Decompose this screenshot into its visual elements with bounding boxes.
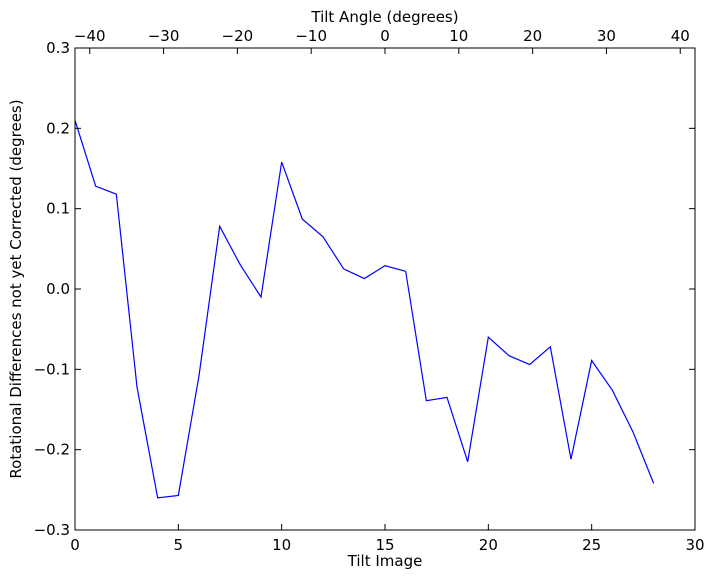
x-tick-label: 20	[479, 536, 498, 554]
y-tick-label: 0.0	[46, 280, 70, 298]
y-axis-label: Rotational Differences not yet Corrected…	[7, 99, 25, 478]
y-tick-label: −0.2	[34, 441, 70, 459]
y-tick-label: 0.2	[46, 119, 70, 137]
top-x-tick-label: 40	[671, 27, 690, 45]
top-x-tick-label: −40	[74, 27, 106, 45]
y-tick-label: 0.1	[46, 200, 70, 218]
top-x-tick-label: −30	[148, 27, 180, 45]
x-tick-label: 0	[70, 536, 80, 554]
series-line	[74, 120, 655, 499]
top-x-tick-label: −10	[295, 27, 327, 45]
tick-labels-layer: 0 5 10 15 20 25 30 −40 −30 −20 −10 0 10 20 30 40 −0.3 −0.…	[34, 27, 705, 554]
top-x-tick-label: 10	[449, 27, 468, 45]
x-tick-label: 5	[174, 536, 184, 554]
y-tick-label: 0.3	[46, 39, 70, 57]
top-x-tick-label: 30	[597, 27, 616, 45]
top-x-tick-label: 0	[380, 27, 390, 45]
top-x-tick-label: 20	[523, 27, 542, 45]
top-x-tick-label: −20	[222, 27, 254, 45]
plot-frame	[74, 47, 696, 531]
x-tick-label: 15	[375, 536, 394, 554]
y-tick-label: −0.3	[34, 521, 70, 539]
y-tick-label: −0.1	[34, 360, 70, 378]
x-tick-label: 30	[685, 536, 704, 554]
x-axis-label: Tilt Image	[347, 552, 423, 570]
top-x-axis-label: Tilt Angle (degrees)	[310, 8, 458, 26]
x-tick-label: 25	[582, 536, 601, 554]
ticks-layer	[74, 47, 696, 531]
x-tick-label: 10	[272, 536, 291, 554]
